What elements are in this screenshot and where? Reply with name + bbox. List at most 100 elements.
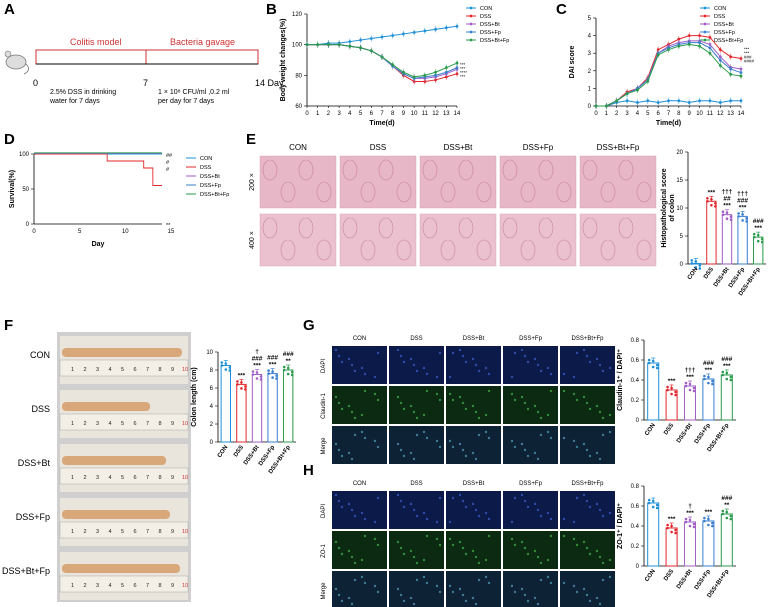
y-axis-label: Colon length (cm) (191, 367, 198, 427)
fluorescence-speck (458, 540, 462, 544)
fluorescence-speck (575, 496, 579, 500)
data-point (423, 80, 427, 83)
fluorescence-speck (487, 389, 491, 393)
fluorescence-speck (601, 369, 605, 373)
fluorescence-speck (337, 448, 341, 452)
fluorescence-speck (409, 502, 413, 506)
data-dot (729, 218, 733, 222)
legend-label: DSS+Bt+Fp (714, 38, 743, 44)
data-point (739, 99, 743, 103)
data-dot (711, 382, 714, 386)
crypt-shape (538, 159, 554, 181)
fluorescence-speck (334, 395, 338, 399)
fluorescence-speck (448, 392, 452, 396)
fluorescence-speck (595, 549, 599, 553)
y-tick-label: 1 (588, 86, 592, 92)
ruler-number: 7 (146, 475, 149, 481)
ruler-number: 10 (182, 475, 188, 481)
ruler-number: 10 (182, 583, 188, 589)
fluorescence-speck (464, 360, 468, 364)
fluorescence-speck (484, 575, 488, 579)
ruler-number: 3 (96, 475, 99, 481)
significance-mark: ### (753, 218, 764, 225)
data-point (729, 55, 733, 59)
data-dot (760, 237, 764, 241)
significance-mark: *** (723, 203, 731, 210)
data-dot (224, 362, 228, 365)
fluorescence-speck (588, 360, 592, 364)
fluorescence-image (389, 426, 444, 464)
mouse-icon (4, 50, 29, 75)
ruler (59, 575, 189, 593)
data-point (369, 37, 373, 40)
data-point (604, 104, 608, 108)
x-tick-label: 5 (359, 111, 363, 117)
legend-marker (469, 22, 473, 26)
fluorescence-speck (474, 410, 478, 414)
data-dot (760, 240, 764, 244)
ruler-number: 8 (158, 367, 161, 373)
data-dot (692, 389, 696, 393)
data-dot (729, 378, 733, 382)
data-point (380, 55, 384, 59)
fluorescence-speck (396, 442, 400, 446)
data-dot (655, 363, 659, 367)
fluorescence-speck (546, 430, 550, 434)
data-point (380, 35, 384, 39)
data-point (636, 101, 639, 104)
colon-tissue (62, 348, 182, 357)
data-point (729, 72, 733, 76)
fluorescence-speck (347, 451, 351, 455)
fluorescence-speck (523, 546, 527, 550)
data-point (391, 34, 395, 37)
fluorescence-speck (412, 410, 416, 414)
fluorescence-speck (451, 590, 455, 594)
day7-label: 7 (143, 78, 148, 88)
data-dot (729, 514, 733, 518)
data-point (708, 46, 712, 50)
data-point (636, 88, 639, 92)
fluorescence-speck (533, 357, 537, 361)
data-point (455, 66, 459, 70)
ruler-number: 10 (182, 529, 188, 535)
bar-DSS+Bt (683, 521, 697, 567)
fluorescence-speck (360, 511, 364, 515)
crypt-shape (422, 159, 438, 181)
data-dot (694, 266, 698, 269)
x-tick-label: 8 (677, 111, 681, 117)
data-dot (698, 264, 702, 267)
fluorescence-speck (353, 433, 357, 437)
fluorescence-speck (340, 552, 344, 556)
y-tick-label: 5 (588, 16, 592, 22)
data-point (348, 44, 352, 48)
fluorescence-speck (402, 599, 406, 603)
data-dot (692, 386, 696, 390)
fluorescence-speck (608, 575, 612, 579)
data-point (687, 43, 691, 46)
significance-mark: *** (668, 378, 676, 385)
fluorescence-speck (376, 445, 380, 449)
data-point (455, 24, 459, 28)
data-dot (674, 390, 677, 394)
x-tick-label: CON (644, 569, 657, 583)
panel-f-colon-photos: CON 1 2 3 4 5 6 7 8 9 10 DSS 1 2 3 4 5 6 7 8 9 10 DSS+Bt 1 2 3 4 5 6… (2, 332, 191, 602)
ruler-number: 9 (171, 583, 174, 589)
fluorescence-speck (464, 454, 468, 458)
fluorescence-speck (464, 552, 468, 556)
significance-mark: ## (723, 196, 731, 203)
significance-mark: *** (705, 367, 713, 374)
legend-marker (703, 6, 707, 10)
y-tick-label: 0.6 (631, 358, 640, 364)
fluorescence-speck (438, 445, 442, 449)
fluorescence-speck (474, 363, 478, 367)
fluorescence-speck (422, 430, 426, 434)
fluorescence-speck (347, 549, 351, 553)
fluorescence-speck (402, 407, 406, 411)
fluorescence-speck (585, 401, 589, 405)
crypt-shape (298, 217, 314, 239)
fluorescence-speck (376, 398, 380, 402)
significance-mark: *** (744, 46, 750, 51)
fluorescence-image (560, 491, 615, 529)
fluorescence-speck (337, 401, 341, 405)
